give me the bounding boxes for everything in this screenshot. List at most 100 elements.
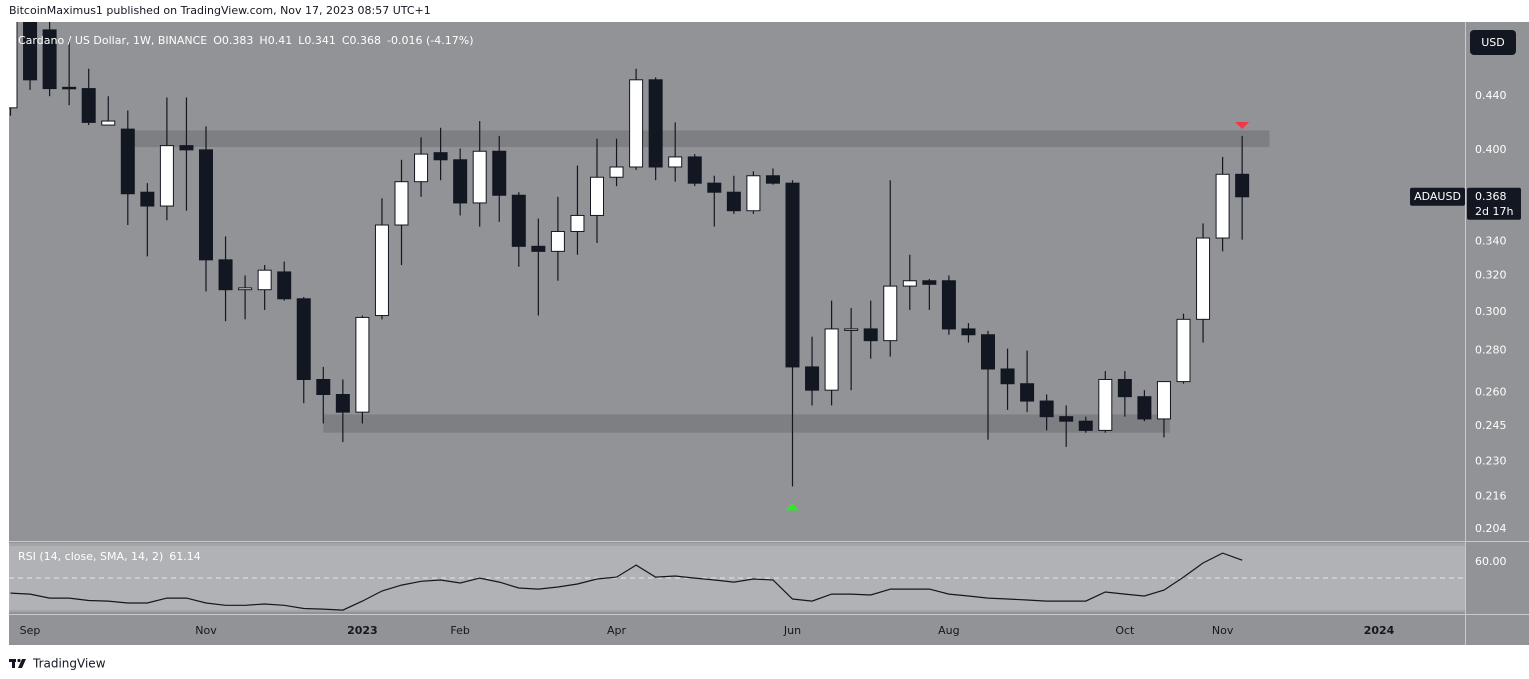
rsi-title: RSI (14, close, SMA, 14, 2)	[18, 550, 163, 563]
signal-marker	[785, 503, 800, 511]
candle-body-down	[1039, 400, 1054, 418]
candle-body-up	[668, 156, 683, 168]
candle-body-down	[179, 145, 194, 151]
candle-body-up	[355, 316, 370, 413]
x-tick-label: 2023	[347, 624, 378, 637]
price-tag	[1467, 187, 1521, 220]
zone	[323, 414, 1170, 433]
y-tick-label: 0.440	[1475, 89, 1507, 102]
candle-body-down	[785, 182, 800, 368]
ohlc-letter: H	[259, 34, 267, 47]
y-tick-label: 0.204	[1475, 522, 1507, 535]
candle-body-down	[1235, 173, 1250, 198]
candle-body-down	[492, 150, 507, 196]
symbol-title: Cardano / US Dollar, 1W, BINANCE	[18, 34, 207, 47]
candle-body-down	[922, 280, 937, 285]
candle-body-down	[42, 29, 57, 90]
candle-body-up	[844, 328, 859, 331]
footer: TradingView	[32, 657, 106, 671]
candle-body-up	[550, 230, 565, 252]
y-tick-label: 0.230	[1475, 454, 1507, 467]
y-tick-label: 0.245	[1475, 419, 1507, 432]
x-tick-label: Nov	[195, 624, 217, 637]
candle-body-down	[140, 191, 155, 207]
candle-body-down	[296, 298, 311, 380]
candle-body-down	[707, 182, 722, 193]
rsi-value: 61.14	[169, 550, 201, 563]
candle-body-down	[1020, 383, 1035, 402]
rsi-line	[10, 552, 1243, 611]
x-tick-label: Nov	[1212, 624, 1234, 637]
legend: Cardano / US Dollar, 1W, BINANCE O0.383 H0…	[18, 34, 473, 47]
candle-body-up	[472, 150, 487, 204]
y-tick-label: 0.260	[1475, 385, 1507, 398]
candle-body-down	[1000, 368, 1015, 385]
y-tick-label: 0.280	[1475, 344, 1507, 357]
candle-body-down	[335, 393, 350, 413]
candle-body-down	[863, 328, 878, 342]
ohlc-letter: C	[342, 34, 350, 47]
y-tick-label: 0.216	[1475, 490, 1507, 503]
overlay: ADAUSD 0.368 2d 17h	[785, 121, 1521, 511]
candle-body-up	[1098, 378, 1113, 431]
logo	[9, 658, 26, 668]
candle-body-down	[1117, 378, 1132, 398]
currency-button[interactable]	[1470, 30, 1516, 55]
x-tick-label: Sep	[20, 624, 41, 637]
ohlc-letter: L	[298, 34, 305, 47]
candle-body-up	[824, 328, 839, 391]
symbol-tag	[1410, 187, 1465, 206]
zone	[127, 130, 1270, 148]
ohlc-value: 0.368	[350, 34, 382, 47]
candle-body-up	[629, 79, 644, 168]
candle-body-up	[1156, 381, 1171, 420]
y-tick-label: 0.400	[1475, 143, 1507, 156]
candle-body-up	[902, 280, 917, 287]
x-tick-label: 2024	[1364, 624, 1395, 637]
candle-body-up	[101, 120, 116, 126]
main-pane	[9, 22, 1270, 487]
candle-body-up	[609, 166, 624, 178]
rsi-tick-label: 60.00	[1475, 555, 1507, 568]
header: BitcoinMaximus1 published on TradingView…	[9, 4, 431, 17]
candle-body-up	[9, 22, 18, 109]
x-tick-label: Feb	[450, 624, 469, 637]
candle-body-down	[511, 194, 526, 247]
countdown: 2d 17h	[1475, 205, 1513, 218]
signal-marker	[1235, 121, 1250, 129]
candle-body-up	[1215, 173, 1230, 239]
x-tick-label: Apr	[607, 624, 627, 637]
candle-body-down	[531, 245, 546, 252]
price-label: 0.368	[1475, 190, 1507, 203]
candle-body-down	[23, 22, 38, 81]
candle-body-down	[277, 271, 292, 300]
candle-body-down	[765, 175, 780, 184]
candle-body-up	[570, 214, 585, 232]
logo-part	[17, 658, 21, 663]
candle-body-down	[199, 149, 213, 261]
logo-part	[18, 659, 26, 668]
y-tick-label: 0.340	[1475, 234, 1507, 247]
rsi-band	[9, 546, 1465, 611]
candle-body-down	[1137, 396, 1152, 420]
candle-body-up	[883, 285, 898, 342]
ohlc-value: 0.383	[222, 34, 254, 47]
candle-body-up	[590, 176, 604, 216]
candle-body-down	[433, 152, 448, 161]
candle-body-down	[805, 366, 820, 391]
change: -0.016 (-4.17%)	[387, 34, 473, 47]
symbol-label: ADAUSD	[1414, 190, 1461, 203]
ohlc-value: 0.41	[268, 34, 293, 47]
rsi-plot	[9, 546, 1465, 611]
candle-body-down	[218, 259, 233, 291]
candle-body-up	[394, 181, 409, 226]
y-tick-label: 0.320	[1475, 268, 1507, 281]
candle-body-down	[62, 86, 77, 90]
currency: USD	[1481, 36, 1505, 49]
candle-body-down	[81, 88, 96, 123]
candle-body-up	[374, 224, 389, 317]
y-tick-label: 0.300	[1475, 305, 1507, 318]
candle-body-down	[453, 159, 468, 204]
candle-body-down	[941, 280, 956, 330]
